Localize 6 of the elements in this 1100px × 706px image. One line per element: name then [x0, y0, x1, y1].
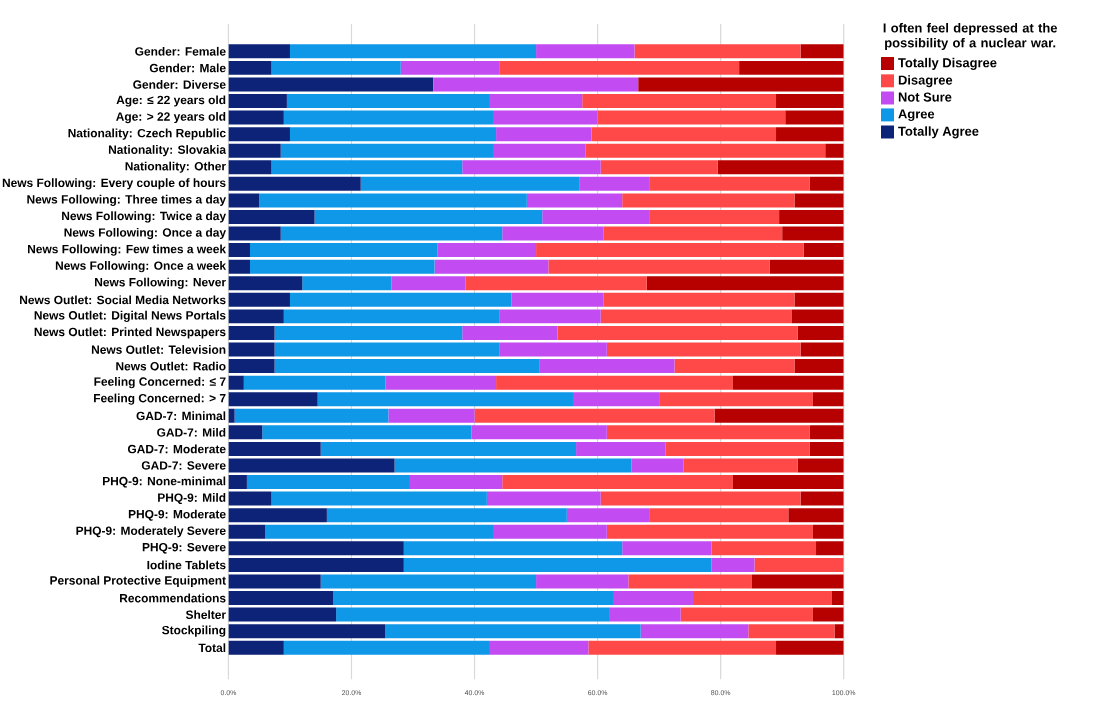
bar	[489, 641, 589, 656]
bar	[622, 541, 712, 556]
bar	[385, 376, 497, 391]
bar	[711, 558, 755, 573]
bar	[572, 392, 660, 407]
bar	[536, 44, 635, 59]
